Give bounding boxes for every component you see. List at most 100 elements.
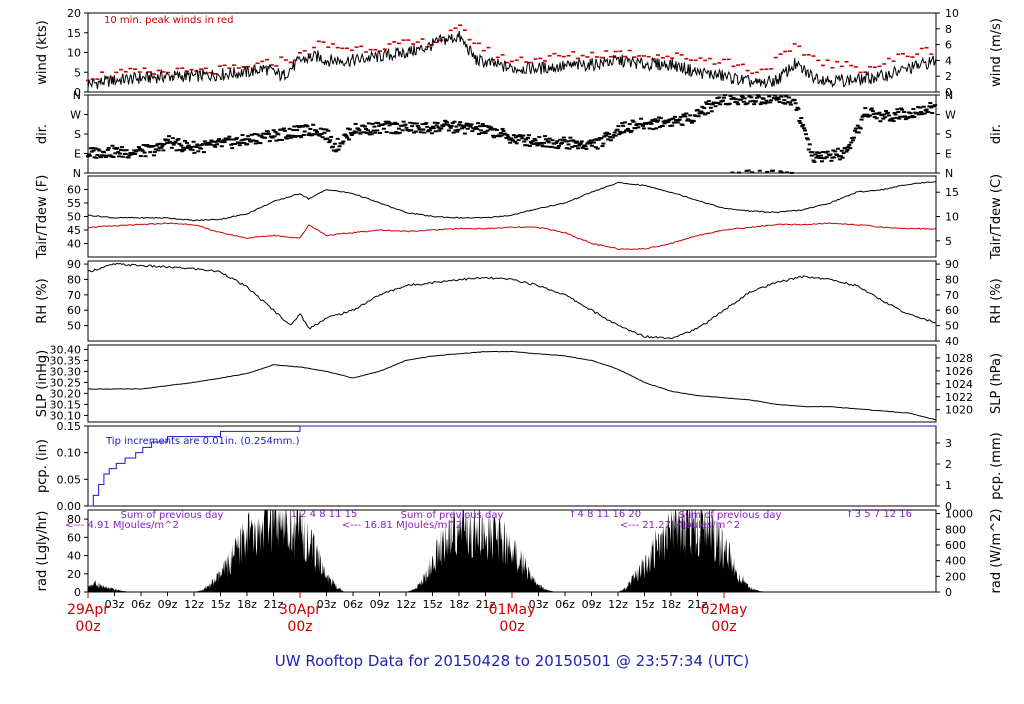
dir-point [612, 131, 617, 134]
dir-point [613, 134, 618, 137]
dir-point [693, 115, 698, 118]
dir-point [825, 150, 830, 153]
dir-point [891, 120, 896, 123]
right-tick-label: 5 [945, 235, 952, 248]
dir-point [333, 150, 338, 153]
dir-point [190, 148, 195, 151]
dir-point [754, 100, 759, 103]
dir-point [219, 145, 224, 148]
dir-point [212, 144, 217, 147]
dir-point [383, 120, 388, 123]
dir-point [741, 100, 746, 103]
dir-point [886, 114, 891, 117]
dir-point [105, 148, 110, 151]
dir-point [657, 125, 662, 128]
right-tick-label: 1026 [945, 365, 973, 378]
dir-point [165, 142, 170, 145]
dir-point [870, 110, 875, 113]
right-tick-label: 10 [945, 211, 959, 224]
dir-point [721, 99, 726, 102]
dir-point [595, 147, 600, 150]
dir-point [501, 130, 506, 133]
left-tick-label: 45 [67, 224, 81, 237]
dir-point [335, 137, 340, 140]
dir-point [387, 124, 392, 127]
x-tick-label: 03z [529, 598, 549, 611]
x-tick-label: 03z [317, 598, 337, 611]
dir-point [489, 126, 494, 129]
dir-point [521, 134, 526, 137]
dir-point [103, 156, 108, 159]
right-tick-label: 800 [945, 523, 966, 536]
dir-point [748, 100, 753, 103]
rad-hour-marks: f 4 8 11 16 20 [571, 509, 641, 520]
dir-point [680, 123, 685, 126]
dir-point [583, 145, 588, 148]
dir-point [852, 136, 857, 139]
dir-point [289, 136, 294, 139]
right-tick-label: 1024 [945, 378, 973, 391]
left-tick-label: 0.00 [57, 500, 82, 513]
dir-point [861, 114, 866, 117]
dir-point [287, 127, 292, 130]
right-axis-label: RH (%) [989, 278, 1004, 323]
dir-point [817, 151, 822, 154]
dir-point [754, 96, 759, 99]
dir-point [625, 127, 630, 130]
right-tick-label: 1022 [945, 391, 973, 404]
dir-point [564, 147, 569, 150]
dir-point [170, 137, 175, 140]
dir-point [132, 149, 137, 152]
dir-point [901, 111, 906, 114]
dir-point [619, 131, 624, 134]
dir-point [97, 149, 102, 152]
dir-point [666, 120, 671, 123]
dir-point [522, 140, 527, 143]
dir-point [264, 132, 269, 135]
dir-point [344, 134, 349, 137]
dir-point [890, 117, 895, 120]
left-tick-label: 20 [67, 568, 81, 581]
left-tick-label: 50 [67, 320, 81, 333]
x-tick-label: 06z [343, 598, 363, 611]
right-axis-label: wind (m/s) [989, 18, 1004, 87]
dir-point [435, 122, 440, 125]
dir-point [615, 128, 620, 131]
dir-point [183, 139, 188, 142]
dir-point [530, 140, 535, 143]
dir-point [929, 106, 934, 109]
dir-point [121, 149, 126, 152]
x-tick-label: 15z [635, 598, 655, 611]
left-axis-label: pcp. (in) [35, 439, 50, 493]
date-time-label: 00z [287, 619, 312, 635]
dir-point [474, 126, 479, 129]
dir-point [532, 137, 537, 140]
right-tick-label: 60 [945, 304, 959, 317]
dir-point [641, 127, 646, 130]
dir-point [508, 141, 513, 144]
dir-point [792, 99, 797, 102]
dir-point [775, 96, 780, 99]
dir-point [223, 137, 228, 140]
dir-point [391, 123, 396, 126]
dir-point [649, 122, 654, 125]
dir-point [628, 131, 633, 134]
dir-point [877, 111, 882, 114]
dir-point [807, 143, 812, 146]
dir-point [343, 133, 348, 136]
dir-point [593, 146, 598, 149]
left-tick-label: 90 [67, 258, 81, 271]
dir-point [415, 125, 420, 128]
dir-point [174, 149, 179, 152]
panel-slp: 30.1030.1530.2030.2530.3030.3530.4010201… [35, 343, 1004, 423]
dir-point [153, 148, 158, 151]
dir-point [653, 118, 658, 121]
dir-point [717, 96, 722, 99]
dir-point [845, 148, 850, 151]
dir-point [909, 116, 914, 119]
dir-point [752, 103, 757, 106]
dir-point [511, 134, 516, 137]
dir-point [458, 121, 463, 124]
right-tick-label: 1028 [945, 352, 973, 365]
dir-point [835, 153, 840, 156]
